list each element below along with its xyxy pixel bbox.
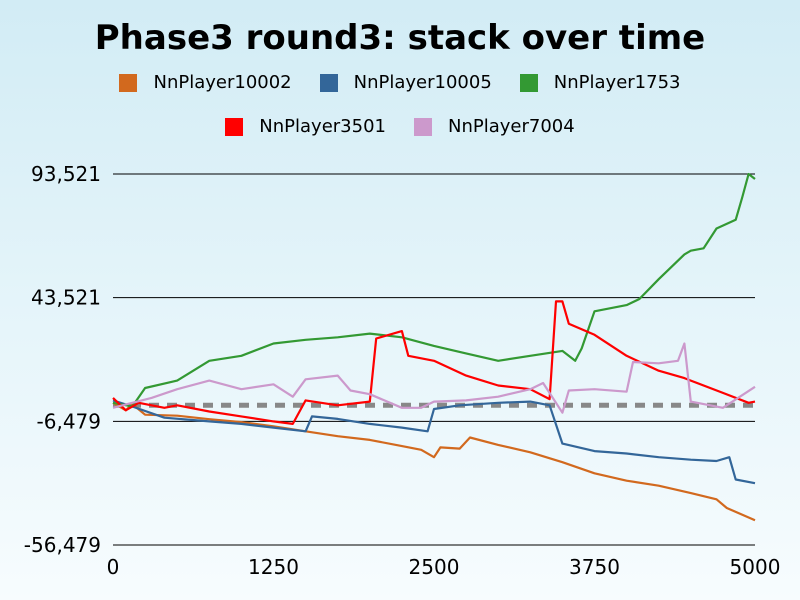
x-tick-label: 0 [107, 555, 120, 579]
chart-title: Phase3 round3: stack over time [94, 18, 706, 58]
x-tick-label: 5000 [730, 555, 781, 579]
legend-swatch [319, 73, 338, 92]
y-tick-label: 43,521 [31, 286, 101, 310]
legend-label: NnPlayer10002 [153, 72, 292, 93]
legend-label: NnPlayer7004 [448, 116, 575, 137]
legend-swatch [119, 73, 138, 92]
x-tick-label: 2500 [409, 555, 460, 579]
legend-label: NnPlayer1753 [553, 72, 681, 93]
legend-label: NnPlayer3501 [259, 116, 386, 137]
y-tick-label: -56,479 [24, 533, 101, 557]
legend-item-nnplayer7004: NnPlayer7004 [414, 116, 575, 137]
legend-row: NnPlayer3501 NnPlayer7004 [0, 116, 800, 137]
legend-item-nnplayer10005: NnPlayer10005 [319, 72, 492, 93]
series-line-nnplayer10002 [112, 401, 756, 522]
x-tick-label: 3750 [569, 555, 620, 579]
series-line-nnplayer7004 [112, 342, 756, 414]
series-line-nnplayer3501 [112, 300, 756, 425]
legend-item-nnplayer10002: NnPlayer10002 [119, 72, 292, 93]
series-line-nnplayer1753 [112, 172, 756, 408]
y-tick-label: 93,521 [31, 162, 101, 186]
legend-item-nnplayer3501: NnPlayer3501 [225, 116, 386, 137]
legend-swatch [414, 117, 432, 136]
legend-label: NnPlayer10005 [353, 72, 492, 93]
series-line-nnplayer10005 [112, 399, 756, 485]
x-tick-label: 1250 [248, 555, 299, 579]
legend-swatch [225, 117, 244, 136]
y-tick-label: -6,479 [37, 409, 101, 433]
legend-row: NnPlayer10002 NnPlayer10005 NnPlayer1753 [0, 72, 800, 93]
legend-swatch [519, 73, 538, 92]
legend-item-nnplayer1753: NnPlayer1753 [519, 72, 681, 93]
